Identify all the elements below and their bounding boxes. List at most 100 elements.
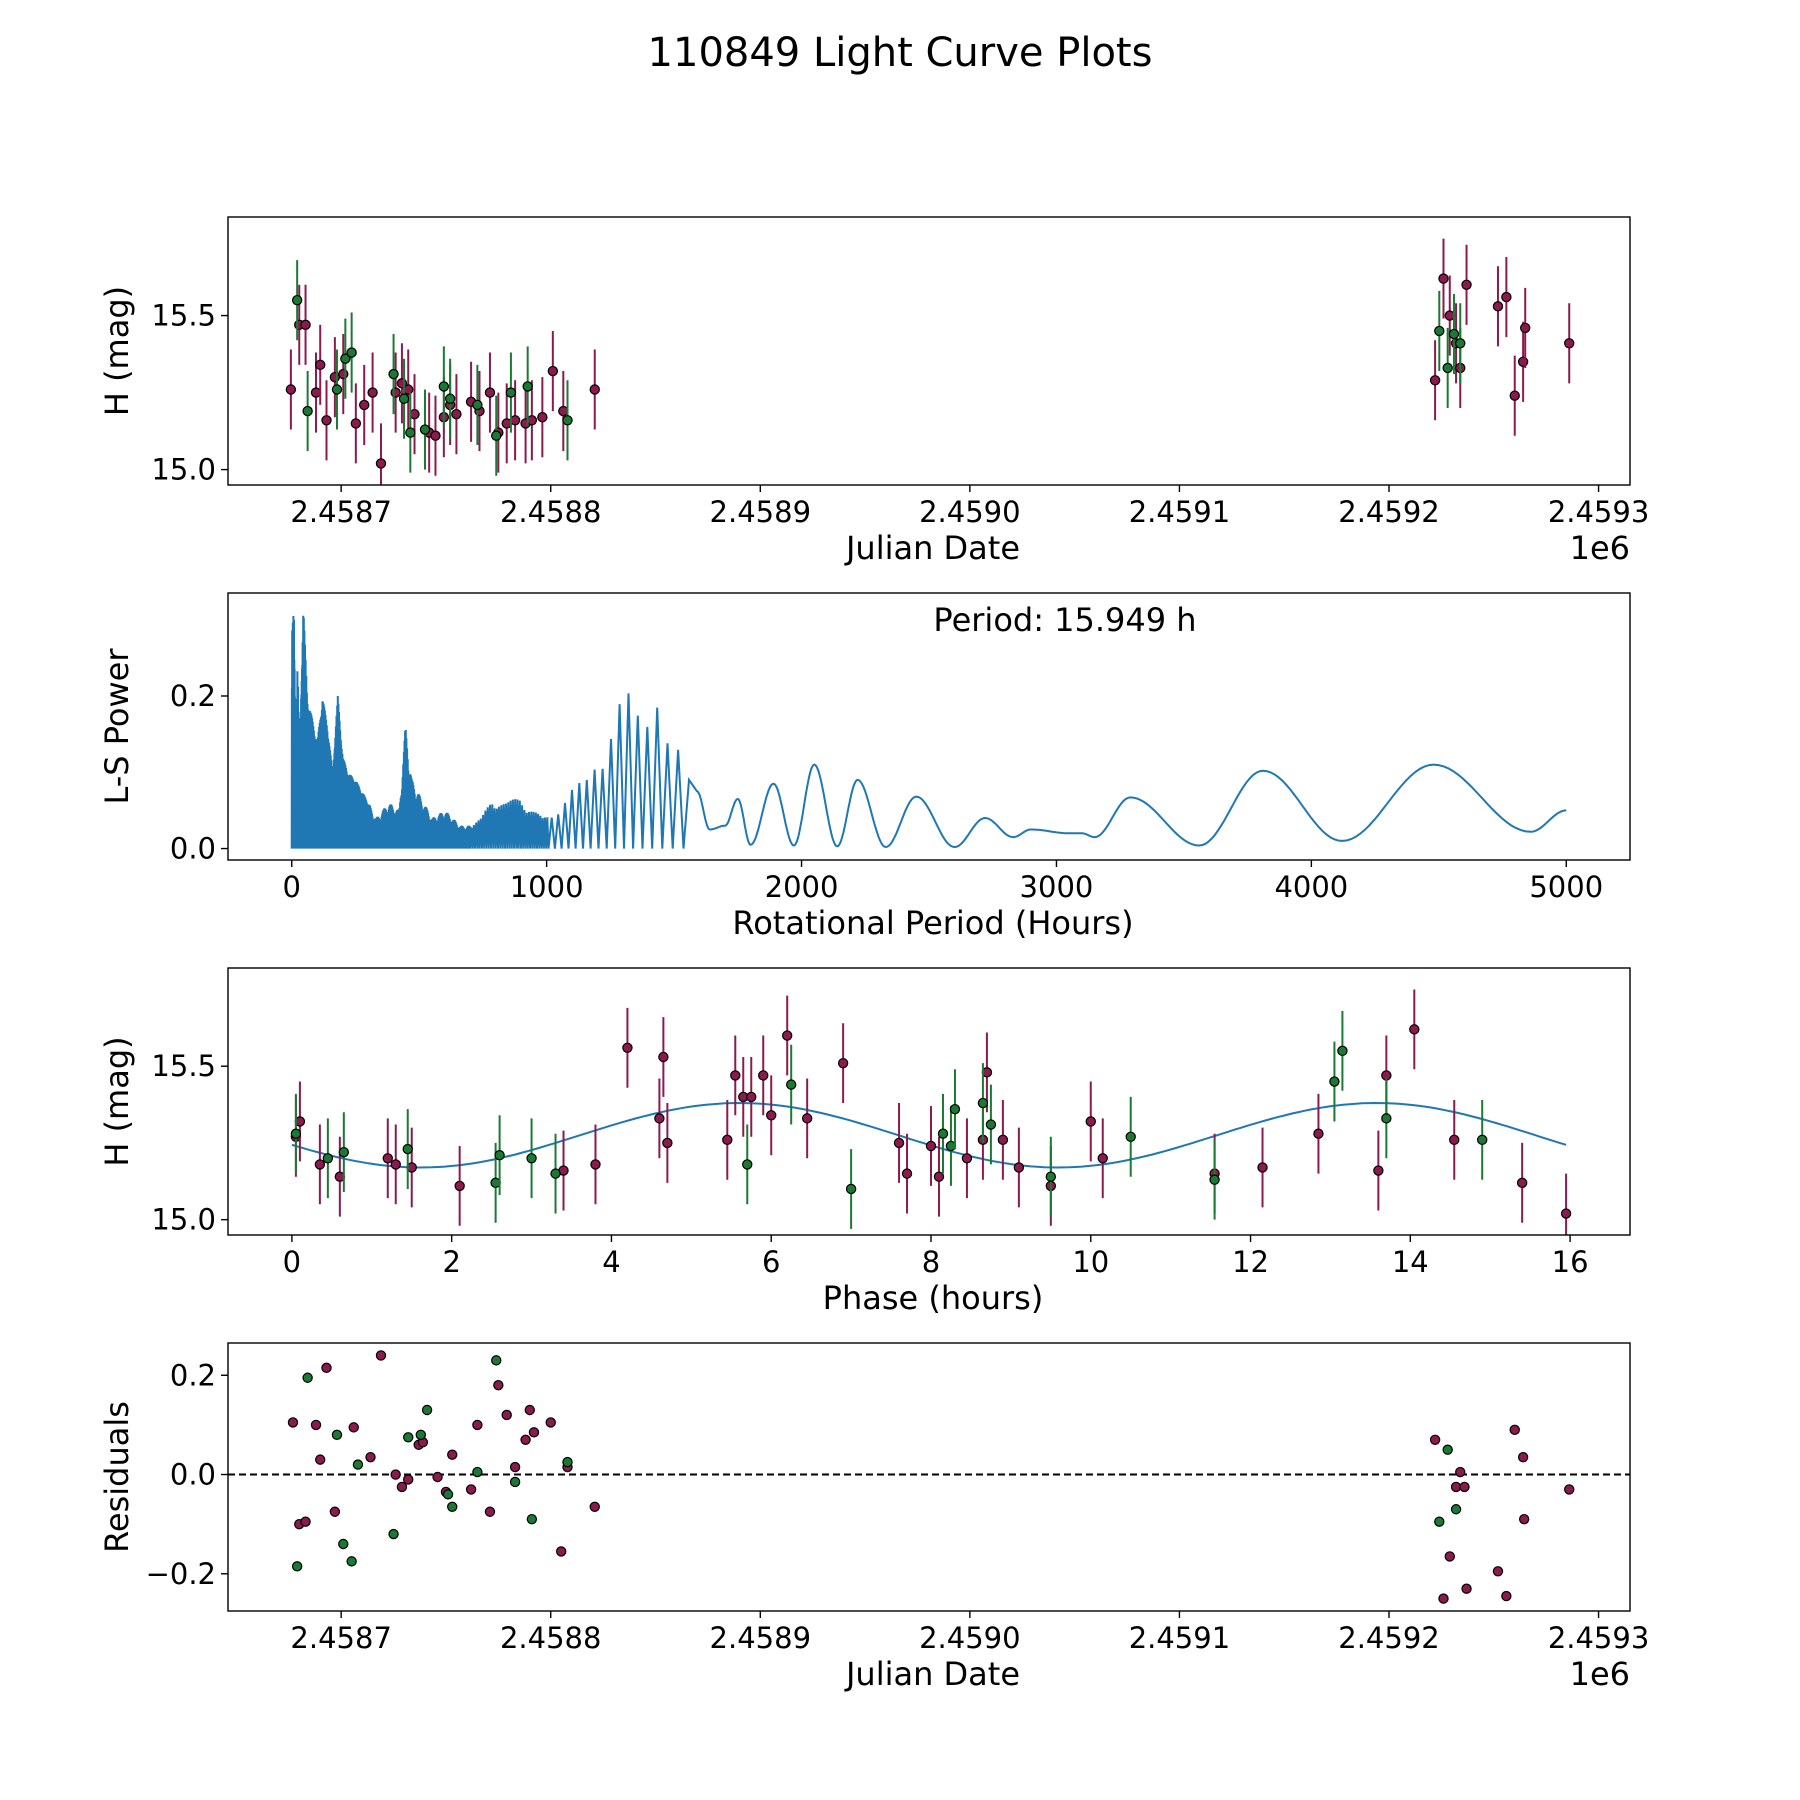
phased-point-magenta — [590, 1159, 601, 1170]
lightcurve-point-green — [562, 415, 573, 426]
lightcurve-point-magenta — [1438, 273, 1449, 284]
residuals-point-magenta — [1455, 1466, 1466, 1478]
residuals-x-tick-label: 2.4591 — [1129, 1621, 1230, 1655]
residuals-x-tick-label: 2.4589 — [710, 1621, 811, 1655]
phased-point-magenta — [766, 1110, 777, 1121]
residuals-point-green — [491, 1355, 502, 1366]
residuals-point-green — [421, 1404, 433, 1416]
lightcurve-x-tick-label: 2.4592 — [1338, 495, 1439, 529]
periodogram-y-tick-label: 0.0 — [170, 832, 216, 866]
residuals-point-green — [388, 1528, 399, 1540]
residuals-x-tick-label: 2.4588 — [500, 1621, 601, 1655]
phased-point-green — [494, 1150, 505, 1161]
lightcurve-y-tick-label: 15.0 — [151, 453, 216, 487]
residuals-point-green — [302, 1372, 313, 1383]
phased-point-magenta — [454, 1180, 465, 1192]
lightcurve-point-magenta — [315, 359, 326, 371]
periodogram-x-tick-label: 5000 — [1529, 870, 1603, 904]
phased-point-magenta — [1085, 1116, 1096, 1127]
residuals-point-magenta — [1517, 1451, 1529, 1463]
lightcurve-point-green — [398, 393, 410, 404]
phased-point-green — [1337, 1045, 1348, 1057]
figure-title: 110849 Light Curve Plots — [648, 30, 1153, 76]
lightcurve-point-green — [405, 427, 416, 438]
residuals-point-green — [403, 1432, 414, 1443]
periodogram-x-axis-label: Rotational Period (Hours) — [732, 904, 1133, 942]
residuals-axes-frame — [227, 1342, 1631, 1612]
phased-point-green — [742, 1159, 753, 1170]
lightcurve-point-magenta — [589, 384, 600, 395]
lightcurve-axes-frame — [227, 216, 1631, 486]
residuals-point-magenta — [1518, 1513, 1530, 1525]
residuals-point-magenta — [1429, 1434, 1441, 1445]
residuals-point-magenta — [528, 1427, 540, 1438]
residuals-point-magenta — [310, 1419, 322, 1431]
residuals-point-magenta — [1459, 1481, 1470, 1493]
lightcurve-point-magenta — [321, 415, 332, 426]
periodogram-plot-area — [290, 615, 1567, 849]
residuals-point-magenta — [403, 1474, 414, 1485]
phased-x-tick-label: 16 — [1552, 1245, 1589, 1279]
periodogram-x-tick-label: 3000 — [1020, 870, 1094, 904]
lightcurve-point-magenta — [390, 387, 401, 398]
residuals-point-magenta — [329, 1506, 341, 1517]
lightcurve-point-green — [331, 384, 343, 395]
phased-point-green — [550, 1168, 561, 1179]
lightcurve-point-magenta — [1492, 301, 1504, 312]
residuals-point-magenta — [545, 1417, 556, 1428]
phased-x-tick-label: 4 — [602, 1245, 620, 1279]
residuals-point-green — [447, 1501, 458, 1512]
residuals-plot-area — [228, 1350, 1630, 1604]
residuals-point-green — [352, 1459, 364, 1470]
lightcurve-point-green — [522, 381, 533, 392]
phased-point-magenta — [1516, 1177, 1528, 1189]
lightcurve-point-magenta — [285, 384, 297, 395]
lightcurve-point-magenta — [1509, 390, 1520, 401]
lightcurve-point-magenta — [300, 319, 311, 331]
phased-point-green — [1209, 1174, 1220, 1185]
lightcurve-point-green — [1434, 325, 1445, 337]
residuals-x-tick-label: 2.4590 — [919, 1621, 1020, 1655]
residuals-point-magenta — [501, 1409, 512, 1421]
residuals-point-green — [338, 1538, 349, 1550]
lightcurve-point-green — [291, 294, 303, 306]
residuals-point-green — [1442, 1444, 1453, 1455]
phased-x-tick-label: 2 — [442, 1245, 460, 1279]
residuals-y-tick-label: −0.2 — [146, 1557, 216, 1591]
lightcurve-point-magenta — [367, 387, 378, 398]
lightcurve-panel: 2.4587 2.4588 2.4589 2.4590 2.4591 2.4592 2.45… — [98, 216, 1649, 567]
phased-y-tick-label: 15.0 — [151, 1203, 216, 1237]
residuals-x-tick-label: 2.4593 — [1548, 1621, 1649, 1655]
residuals-point-magenta — [524, 1404, 535, 1416]
phased-point-magenta — [893, 1137, 905, 1149]
residuals-point-green — [526, 1513, 538, 1525]
residuals-point-green — [1450, 1504, 1462, 1515]
lightcurve-y-tick-label: 15.5 — [151, 299, 216, 333]
residuals-point-magenta — [287, 1417, 299, 1428]
residuals-point-magenta — [1492, 1566, 1504, 1577]
phased-point-green — [1329, 1076, 1340, 1087]
phased-point-green — [290, 1128, 302, 1139]
lightcurve-point-magenta — [1501, 291, 1512, 303]
phased-point-green — [977, 1097, 989, 1109]
lightcurve-point-magenta — [484, 387, 496, 398]
lightcurve-point-magenta — [547, 365, 559, 377]
phased-point-magenta — [654, 1113, 665, 1124]
lightcurve-x-axis-label: Julian Date — [844, 529, 1020, 567]
phased-point-magenta — [1313, 1128, 1324, 1139]
residuals-point-magenta — [556, 1546, 567, 1557]
phased-x-tick-label: 8 — [922, 1245, 940, 1279]
lightcurve-point-green — [1442, 362, 1453, 374]
phased-point-green — [526, 1153, 537, 1164]
phased-point-magenta — [837, 1057, 849, 1069]
phased-y-axis-label: H (mag) — [98, 1036, 136, 1166]
lightcurve-point-green — [340, 353, 351, 364]
periodogram-x-tick-label: 4000 — [1274, 870, 1348, 904]
residuals-point-magenta — [1461, 1583, 1472, 1594]
lightcurve-point-magenta — [1564, 338, 1575, 349]
lightcurve-point-magenta — [537, 412, 548, 423]
residuals-point-green — [562, 1456, 573, 1468]
lightcurve-point-magenta — [359, 399, 370, 411]
phased-point-green — [985, 1119, 997, 1130]
lightcurve-point-magenta — [1429, 375, 1441, 386]
